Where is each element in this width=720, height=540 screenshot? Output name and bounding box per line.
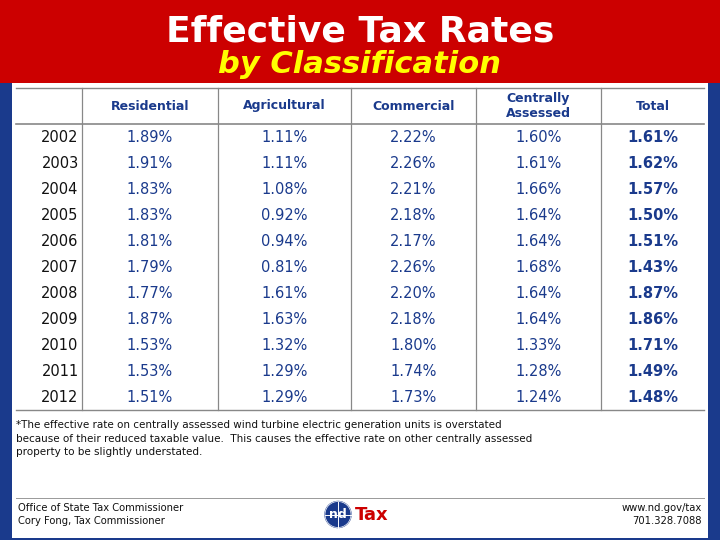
Text: 2003: 2003	[42, 156, 78, 171]
Bar	[12, 83, 708, 538]
Text: 2008: 2008	[41, 286, 78, 300]
Text: 1.87%: 1.87%	[627, 286, 678, 300]
Text: 701.328.7088: 701.328.7088	[632, 516, 702, 526]
Text: 2007: 2007	[41, 260, 78, 274]
Text: 2.21%: 2.21%	[390, 181, 437, 197]
Text: 2004: 2004	[41, 181, 78, 197]
Text: 1.28%: 1.28%	[516, 363, 562, 379]
Text: 1.48%: 1.48%	[627, 389, 678, 404]
Text: 2012: 2012	[41, 389, 78, 404]
Text: 1.08%: 1.08%	[261, 181, 307, 197]
Text: *The effective rate on centrally assessed wind turbine electric generation units: *The effective rate on centrally assesse…	[16, 420, 532, 457]
Text: 1.74%: 1.74%	[390, 363, 436, 379]
Text: 1.83%: 1.83%	[127, 207, 173, 222]
Text: 2011: 2011	[42, 363, 78, 379]
Text: 1.11%: 1.11%	[261, 130, 307, 145]
Text: 1.87%: 1.87%	[127, 312, 173, 327]
Text: 1.64%: 1.64%	[516, 207, 562, 222]
Text: Cory Fong, Tax Commissioner: Cory Fong, Tax Commissioner	[18, 516, 165, 526]
Text: 1.50%: 1.50%	[627, 207, 678, 222]
Text: 1.64%: 1.64%	[516, 312, 562, 327]
Text: 1.43%: 1.43%	[627, 260, 678, 274]
Text: 1.24%: 1.24%	[516, 389, 562, 404]
Text: 1.32%: 1.32%	[261, 338, 307, 353]
Text: 1.51%: 1.51%	[627, 233, 678, 248]
Text: by Classification: by Classification	[218, 50, 502, 79]
Text: 2002: 2002	[41, 130, 78, 145]
Text: 1.61%: 1.61%	[516, 156, 562, 171]
Text: 2.26%: 2.26%	[390, 156, 437, 171]
Text: 1.63%: 1.63%	[261, 312, 307, 327]
Text: 1.61%: 1.61%	[627, 130, 678, 145]
Text: 2005: 2005	[41, 207, 78, 222]
Text: 0.81%: 0.81%	[261, 260, 307, 274]
Text: 2.18%: 2.18%	[390, 207, 436, 222]
Text: 1.86%: 1.86%	[627, 312, 678, 327]
Text: 1.83%: 1.83%	[127, 181, 173, 197]
Text: Centrally
Assessed: Centrally Assessed	[506, 92, 571, 120]
Text: nd: nd	[329, 508, 347, 521]
Text: 1.79%: 1.79%	[127, 260, 173, 274]
Text: 2.18%: 2.18%	[390, 312, 436, 327]
Text: 1.57%: 1.57%	[627, 181, 678, 197]
Text: 1.71%: 1.71%	[627, 338, 678, 353]
Circle shape	[325, 502, 351, 528]
Text: www.nd.gov/tax: www.nd.gov/tax	[622, 503, 702, 513]
Text: 1.29%: 1.29%	[261, 389, 307, 404]
Text: 1.64%: 1.64%	[516, 286, 562, 300]
Text: 2006: 2006	[41, 233, 78, 248]
Text: 2.17%: 2.17%	[390, 233, 437, 248]
Text: 1.73%: 1.73%	[390, 389, 436, 404]
Text: Tax: Tax	[355, 505, 389, 523]
Text: 1.53%: 1.53%	[127, 363, 173, 379]
Text: 0.94%: 0.94%	[261, 233, 307, 248]
Text: 1.51%: 1.51%	[127, 389, 173, 404]
Text: 1.91%: 1.91%	[127, 156, 173, 171]
Text: 1.11%: 1.11%	[261, 156, 307, 171]
Text: 1.77%: 1.77%	[127, 286, 173, 300]
Text: 1.80%: 1.80%	[390, 338, 436, 353]
Text: 1.62%: 1.62%	[627, 156, 678, 171]
Bar	[0, 0, 720, 83]
Bar	[0, 83, 12, 538]
Text: 1.49%: 1.49%	[627, 363, 678, 379]
Text: 1.29%: 1.29%	[261, 363, 307, 379]
Text: 0.92%: 0.92%	[261, 207, 307, 222]
Text: Commercial: Commercial	[372, 99, 454, 112]
Text: 1.60%: 1.60%	[516, 130, 562, 145]
Text: 1.66%: 1.66%	[516, 181, 562, 197]
Text: 2.22%: 2.22%	[390, 130, 437, 145]
Text: Effective Tax Rates: Effective Tax Rates	[166, 15, 554, 49]
Text: 1.68%: 1.68%	[516, 260, 562, 274]
Text: Total: Total	[636, 99, 670, 112]
Text: Office of State Tax Commissioner: Office of State Tax Commissioner	[18, 503, 184, 513]
Text: 1.53%: 1.53%	[127, 338, 173, 353]
Text: 1.33%: 1.33%	[516, 338, 562, 353]
Text: 1.64%: 1.64%	[516, 233, 562, 248]
Text: 2009: 2009	[41, 312, 78, 327]
Text: 1.89%: 1.89%	[127, 130, 173, 145]
Text: Residential: Residential	[111, 99, 189, 112]
Text: 1.61%: 1.61%	[261, 286, 307, 300]
Text: 2.20%: 2.20%	[390, 286, 437, 300]
Text: 2010: 2010	[41, 338, 78, 353]
Text: 2.26%: 2.26%	[390, 260, 437, 274]
Text: 1.81%: 1.81%	[127, 233, 173, 248]
Bar	[708, 83, 720, 538]
Text: Agricultural: Agricultural	[243, 99, 325, 112]
